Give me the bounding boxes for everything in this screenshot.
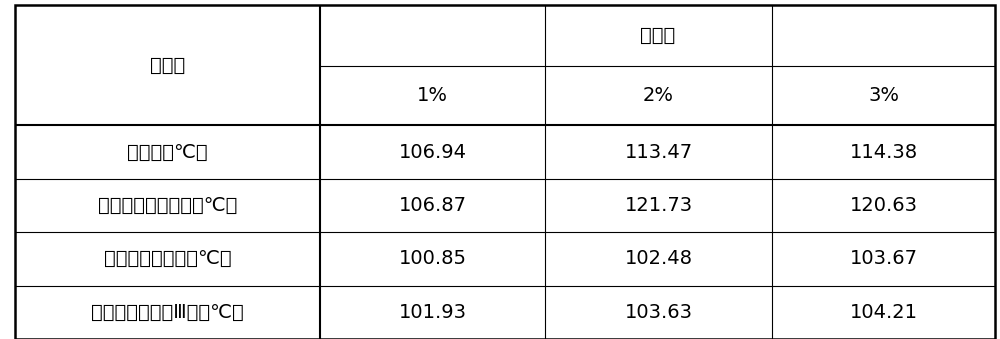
Text: 2%: 2% [643,86,674,105]
Text: 104.21: 104.21 [850,303,918,322]
Text: 101.93: 101.93 [398,303,466,322]
Text: 邻苯二甲酸氢邔（℃）: 邻苯二甲酸氢邔（℃） [104,250,231,268]
Text: 106.87: 106.87 [398,196,466,215]
Text: 添加量: 添加量 [640,26,675,45]
Text: 1%: 1% [417,86,448,105]
Text: 102.48: 102.48 [625,250,693,268]
Text: 邻苯二甲酰亚胺邔（℃）: 邻苯二甲酰亚胺邔（℃） [98,196,237,215]
Text: 106.94: 106.94 [398,143,466,162]
Text: 103.67: 103.67 [850,250,918,268]
Text: 甲酸邔（℃）: 甲酸邔（℃） [127,143,208,162]
Text: 113.47: 113.47 [624,143,693,162]
Text: 103.63: 103.63 [625,303,693,322]
Text: 3%: 3% [868,86,899,105]
Text: 100.85: 100.85 [398,250,466,268]
Text: 添加物: 添加物 [150,56,185,75]
Text: 六氰合鐵酸邔（Ⅲ）（℃）: 六氰合鐵酸邔（Ⅲ）（℃） [91,303,244,322]
Text: 114.38: 114.38 [849,143,918,162]
Text: 120.63: 120.63 [850,196,918,215]
Text: 121.73: 121.73 [624,196,693,215]
